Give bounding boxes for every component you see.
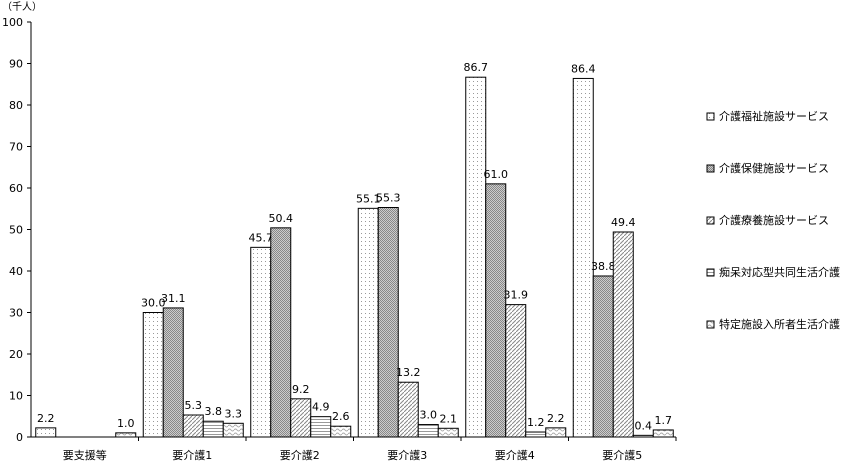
legend-swatch <box>706 268 715 277</box>
data-label: 0.4 <box>635 419 653 432</box>
data-label: 31.9 <box>504 289 529 302</box>
y-tick-label: 90 <box>9 58 23 71</box>
data-label: 13.2 <box>396 366 421 379</box>
bar <box>162 307 184 438</box>
legend-swatch <box>706 164 715 173</box>
bar <box>142 312 164 438</box>
legend-label: 介護保健施設サービス <box>719 161 829 175</box>
data-label: 86.4 <box>571 62 596 75</box>
y-tick-label: 100 <box>2 16 23 29</box>
y-tick-label: 60 <box>9 182 23 195</box>
y-tick-label: 70 <box>9 141 23 154</box>
data-label: 30.0 <box>141 297 166 310</box>
data-label: 55.3 <box>376 192 401 205</box>
data-label: 9.2 <box>292 383 310 396</box>
data-label: 5.3 <box>185 399 203 412</box>
data-label: 3.8 <box>205 405 223 418</box>
data-label: 2.6 <box>332 410 350 423</box>
data-label: 3.0 <box>420 409 438 422</box>
bar <box>465 76 487 438</box>
bar <box>612 231 634 438</box>
bar <box>592 275 614 438</box>
bar <box>652 429 674 438</box>
legend-label: 痴呆対応型共同生活介護 <box>719 265 840 279</box>
unit-label: （千人） <box>2 1 42 13</box>
legend-swatch <box>706 112 715 121</box>
bar <box>505 304 527 438</box>
data-label: 61.0 <box>484 168 509 181</box>
bar <box>222 422 244 438</box>
bar <box>572 77 594 438</box>
bar <box>545 427 567 438</box>
x-tick-label: 要支援等 <box>63 448 107 462</box>
data-label: 55.1 <box>356 192 381 205</box>
bar <box>397 381 419 438</box>
bar <box>250 246 272 438</box>
y-tick-label: 0 <box>16 431 23 444</box>
bar <box>357 207 379 438</box>
legend-label: 特定施設入所者生活介護 <box>719 317 840 331</box>
y-tick-label: 40 <box>9 265 23 278</box>
data-label: 2.1 <box>440 412 458 425</box>
data-label: 4.9 <box>312 401 330 414</box>
bar <box>330 425 352 438</box>
y-tick-label: 30 <box>9 307 23 320</box>
data-label: 50.4 <box>269 212 294 225</box>
x-tick-label: 要介護2 <box>280 448 320 462</box>
bar <box>202 420 224 438</box>
bar <box>290 398 312 438</box>
bar <box>525 431 547 438</box>
data-label: 38.8 <box>591 260 616 273</box>
data-label: 2.2 <box>37 412 55 425</box>
data-label: 86.7 <box>464 61 489 74</box>
legend-label: 介護療養施設サービス <box>719 213 829 227</box>
bar <box>632 434 654 438</box>
data-label: 45.7 <box>249 231 274 244</box>
y-tick-label: 20 <box>9 348 23 361</box>
data-label: 1.7 <box>655 414 673 427</box>
y-tick-label: 10 <box>9 390 23 403</box>
y-tick-label: 80 <box>9 99 23 112</box>
x-tick-label: 要介護5 <box>602 448 642 462</box>
bar <box>485 183 507 438</box>
data-label: 1.2 <box>527 416 545 429</box>
bar <box>310 416 332 438</box>
legend-swatch <box>706 216 715 225</box>
bar <box>115 432 137 438</box>
x-tick-label: 要介護4 <box>495 448 535 462</box>
bar <box>182 414 204 438</box>
data-label: 49.4 <box>611 216 636 229</box>
legend-swatch <box>706 320 715 329</box>
data-label: 1.0 <box>117 417 135 430</box>
bar <box>437 427 459 438</box>
bar <box>270 227 292 438</box>
data-label: 2.2 <box>547 412 565 425</box>
data-label: 3.3 <box>225 407 243 420</box>
y-tick-label: 50 <box>9 224 23 237</box>
data-label: 31.1 <box>161 292 186 305</box>
bar <box>35 427 57 438</box>
x-tick-label: 要介護3 <box>387 448 427 462</box>
bar <box>417 424 439 438</box>
x-tick-label: 要介護1 <box>172 448 212 462</box>
legend-label: 介護福祉施設サービス <box>719 109 829 123</box>
bar <box>377 207 399 438</box>
